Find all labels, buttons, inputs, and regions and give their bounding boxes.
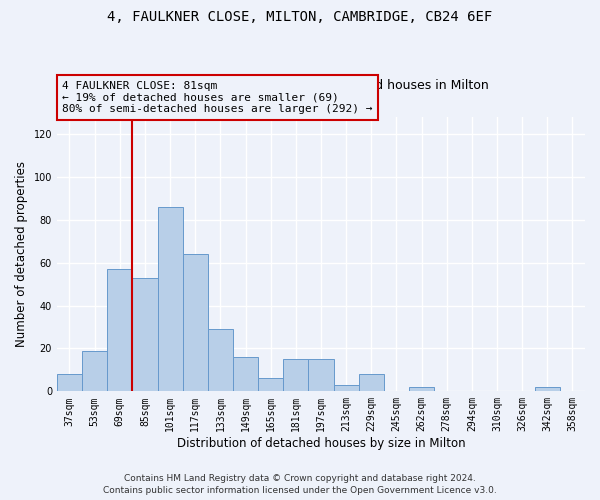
Bar [107, 269, 133, 392]
Bar [258, 378, 283, 392]
Text: Contains HM Land Registry data © Crown copyright and database right 2024.
Contai: Contains HM Land Registry data © Crown c… [103, 474, 497, 495]
Bar [409, 387, 434, 392]
Bar [57, 374, 82, 392]
Bar [334, 385, 359, 392]
Bar [182, 254, 208, 392]
Bar [359, 374, 384, 392]
X-axis label: Distribution of detached houses by size in Milton: Distribution of detached houses by size … [176, 437, 465, 450]
Bar [158, 207, 182, 392]
Bar [535, 387, 560, 392]
Y-axis label: Number of detached properties: Number of detached properties [15, 161, 28, 347]
Bar [308, 359, 334, 392]
Title: Size of property relative to detached houses in Milton: Size of property relative to detached ho… [153, 79, 489, 92]
Bar [233, 357, 258, 392]
Text: 4 FAULKNER CLOSE: 81sqm
← 19% of detached houses are smaller (69)
80% of semi-de: 4 FAULKNER CLOSE: 81sqm ← 19% of detache… [62, 81, 373, 114]
Text: 4, FAULKNER CLOSE, MILTON, CAMBRIDGE, CB24 6EF: 4, FAULKNER CLOSE, MILTON, CAMBRIDGE, CB… [107, 10, 493, 24]
Bar [133, 278, 158, 392]
Bar [208, 329, 233, 392]
Bar [82, 350, 107, 392]
Bar [283, 359, 308, 392]
